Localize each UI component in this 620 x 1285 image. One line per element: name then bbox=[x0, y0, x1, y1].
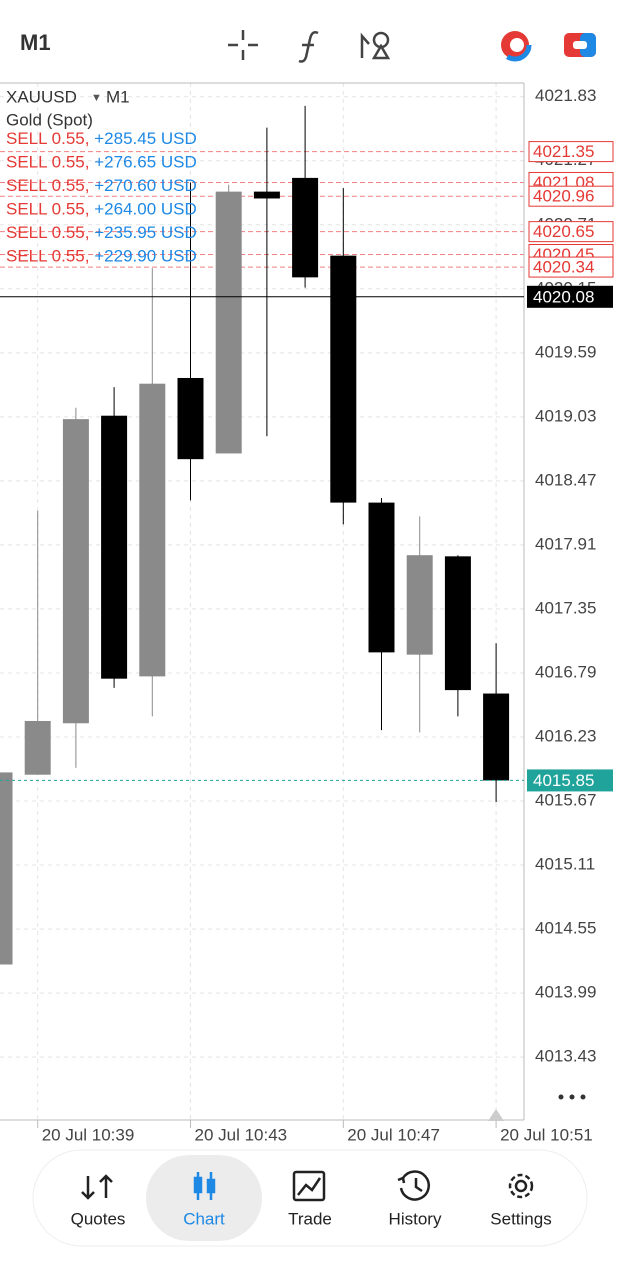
y-tick-label: 4016.79 bbox=[535, 662, 596, 681]
order-side: SELL 0.55, bbox=[6, 200, 90, 219]
candle-body bbox=[292, 177, 319, 278]
order-side: SELL 0.55, bbox=[6, 153, 90, 172]
y-tick-label: 4015.11 bbox=[535, 855, 595, 874]
y-tick-label: 4017.35 bbox=[535, 598, 596, 617]
nav-labels: Quotes Chart Trade History Settings bbox=[71, 1209, 552, 1228]
order-text: SELL 0.55, +270.60 USD bbox=[6, 176, 197, 195]
crosshair-icon[interactable] bbox=[228, 30, 258, 60]
x-tick-label: 20 Jul 10:47 bbox=[347, 1125, 440, 1144]
symbol: XAUUSD bbox=[6, 87, 77, 106]
candle-body bbox=[24, 720, 51, 775]
order-profit: +229.90 USD bbox=[94, 247, 197, 266]
plot-area bbox=[0, 83, 524, 1128]
candle-body bbox=[483, 693, 510, 781]
candle-body bbox=[368, 502, 395, 653]
candle-body bbox=[253, 191, 280, 199]
candle-body bbox=[177, 377, 204, 460]
x-tick-label: 20 Jul 10:43 bbox=[195, 1125, 288, 1144]
order-profit: +235.95 USD bbox=[94, 223, 197, 242]
order-profit: +264.00 USD bbox=[94, 200, 197, 219]
nav-bar bbox=[32, 1149, 588, 1247]
candle-body bbox=[139, 383, 166, 677]
trade-nav-icon[interactable] bbox=[292, 1170, 326, 1202]
order-price-label: 4020.96 bbox=[533, 187, 594, 206]
order-side: SELL 0.55, bbox=[6, 223, 90, 242]
order-profit: +285.45 USD bbox=[94, 129, 197, 148]
settings-icon[interactable] bbox=[508, 1173, 534, 1199]
dropdown-arrow: ▼ bbox=[91, 92, 102, 104]
order-side: SELL 0.55, bbox=[6, 176, 90, 195]
order-price-label: 4021.35 bbox=[533, 142, 594, 161]
chart-icon[interactable] bbox=[193, 1172, 216, 1200]
nav-active-bg bbox=[146, 1155, 262, 1241]
y-tick-label: 4018.47 bbox=[535, 470, 596, 489]
order-price-box bbox=[528, 256, 614, 278]
objects-icon[interactable] bbox=[360, 31, 391, 60]
indicators-icon[interactable] bbox=[298, 31, 319, 63]
order-side: SELL 0.55, bbox=[6, 129, 90, 148]
candle-body bbox=[101, 415, 128, 679]
y-tick-label: 4017.91 bbox=[535, 534, 596, 553]
order-text: SELL 0.55, +264.00 USD bbox=[6, 200, 197, 219]
x-tick-label: 20 Jul 10:39 bbox=[42, 1125, 135, 1144]
symbol-description: Gold (Spot) bbox=[6, 110, 93, 129]
bid-label: 4015.85 bbox=[533, 771, 594, 790]
order-profit: +270.60 USD bbox=[94, 176, 197, 195]
candle-body bbox=[62, 419, 89, 724]
candle-body bbox=[330, 255, 357, 503]
candle-body bbox=[444, 556, 471, 691]
nav-label[interactable]: Quotes bbox=[71, 1209, 126, 1228]
quotes-icon[interactable] bbox=[81, 1174, 113, 1200]
y-tick-label: 4013.43 bbox=[535, 1047, 596, 1066]
ask-label: 4020.08 bbox=[533, 287, 594, 306]
timeframe-button[interactable]: M1 bbox=[20, 30, 51, 55]
more-button[interactable] bbox=[558, 1094, 586, 1100]
y-tick-label: 4014.55 bbox=[535, 919, 596, 938]
order-price-label: 4020.65 bbox=[533, 222, 594, 241]
order-price-box bbox=[528, 185, 614, 207]
x-tick-label: 20 Jul 10:51 bbox=[500, 1125, 593, 1144]
y-tick-label: 4013.99 bbox=[535, 983, 596, 1002]
history-icon[interactable] bbox=[397, 1170, 430, 1201]
order-price-box bbox=[528, 141, 614, 163]
y-tick-label: 4016.23 bbox=[535, 726, 596, 745]
ask-box bbox=[527, 285, 613, 308]
order-side: SELL 0.55, bbox=[6, 247, 90, 266]
candle-body bbox=[215, 191, 242, 454]
order-text: SELL 0.55, +276.65 USD bbox=[6, 153, 197, 172]
nav-label[interactable]: History bbox=[389, 1209, 442, 1228]
candle-body bbox=[0, 772, 13, 965]
order-price-box bbox=[528, 221, 614, 243]
account-icon[interactable] bbox=[498, 28, 532, 62]
y-tick-label: 4021.83 bbox=[535, 86, 596, 105]
nav-label[interactable]: Trade bbox=[288, 1209, 332, 1228]
order-text: SELL 0.55, +285.45 USD bbox=[6, 129, 197, 148]
scroll-marker bbox=[488, 1109, 504, 1121]
trade-icon[interactable] bbox=[564, 33, 596, 57]
order-text: SELL 0.55, +229.90 USD bbox=[6, 247, 197, 266]
order-profit: +276.65 USD bbox=[94, 153, 197, 172]
bid-box bbox=[527, 769, 613, 792]
y-tick-label: 4019.03 bbox=[535, 406, 596, 425]
y-tick-label: 4015.67 bbox=[535, 790, 596, 809]
nav-label[interactable]: Chart bbox=[183, 1209, 225, 1228]
nav-label[interactable]: Settings bbox=[490, 1209, 551, 1228]
chart-timeframe: M1 bbox=[106, 87, 130, 106]
order-price-label: 4020.34 bbox=[533, 258, 594, 277]
y-tick-label: 4019.59 bbox=[535, 342, 596, 361]
order-text: SELL 0.55, +235.95 USD bbox=[6, 223, 197, 242]
candle-body bbox=[406, 555, 433, 655]
